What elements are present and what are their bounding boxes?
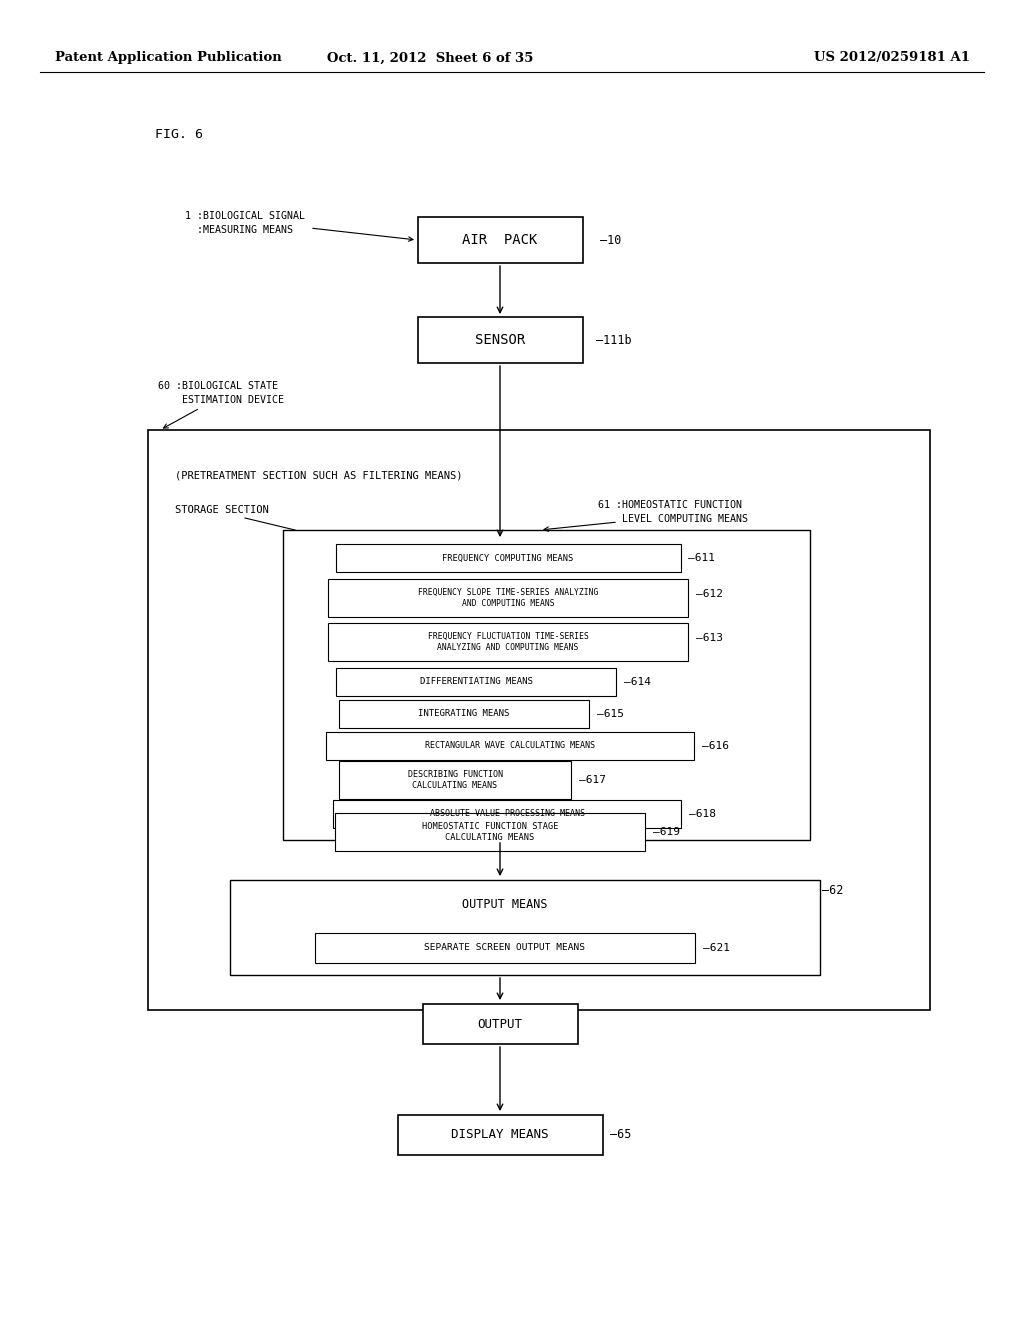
Text: —618: —618 xyxy=(689,809,716,818)
Text: —10: —10 xyxy=(600,234,622,247)
Bar xyxy=(328,623,688,661)
Bar xyxy=(339,700,589,729)
Bar xyxy=(326,733,694,760)
Text: —65: —65 xyxy=(610,1129,632,1142)
Text: 1 :BIOLOGICAL SIGNAL: 1 :BIOLOGICAL SIGNAL xyxy=(185,211,305,220)
Text: 60 :BIOLOGICAL STATE: 60 :BIOLOGICAL STATE xyxy=(158,381,278,391)
Bar xyxy=(418,216,583,263)
Text: DIFFERENTIATING MEANS: DIFFERENTIATING MEANS xyxy=(420,677,532,686)
Text: SEPARATE SCREEN OUTPUT MEANS: SEPARATE SCREEN OUTPUT MEANS xyxy=(425,944,586,953)
Text: FREQUENCY COMPUTING MEANS: FREQUENCY COMPUTING MEANS xyxy=(442,553,573,562)
Text: FREQUENCY SLOPE TIME-SERIES ANALYZING
AND COMPUTING MEANS: FREQUENCY SLOPE TIME-SERIES ANALYZING AN… xyxy=(418,589,598,607)
Bar xyxy=(339,762,571,799)
Bar xyxy=(328,579,688,616)
Text: ABSOLUTE VALUE PROCESSING MEANS: ABSOLUTE VALUE PROCESSING MEANS xyxy=(429,809,585,818)
Bar xyxy=(336,668,616,696)
Text: —62: —62 xyxy=(822,883,844,896)
Bar xyxy=(335,813,645,851)
Bar xyxy=(418,317,583,363)
Text: US 2012/0259181 A1: US 2012/0259181 A1 xyxy=(814,51,970,65)
Bar xyxy=(333,800,681,828)
Bar xyxy=(423,1005,578,1044)
Text: STORAGE SECTION: STORAGE SECTION xyxy=(175,506,268,515)
Text: —111b: —111b xyxy=(596,334,632,346)
Text: ESTIMATION DEVICE: ESTIMATION DEVICE xyxy=(158,395,284,405)
Text: SENSOR: SENSOR xyxy=(475,333,525,347)
Text: —619: —619 xyxy=(653,828,680,837)
Text: (PRETREATMENT SECTION SUCH AS FILTERING MEANS): (PRETREATMENT SECTION SUCH AS FILTERING … xyxy=(175,470,463,480)
Bar xyxy=(397,1115,602,1155)
Text: OUTPUT: OUTPUT xyxy=(477,1018,522,1031)
Text: —613: —613 xyxy=(696,634,723,643)
Text: Patent Application Publication: Patent Application Publication xyxy=(55,51,282,65)
Text: LEVEL COMPUTING MEANS: LEVEL COMPUTING MEANS xyxy=(598,513,748,524)
Bar xyxy=(315,933,695,964)
Text: :MEASURING MEANS: :MEASURING MEANS xyxy=(185,224,293,235)
Text: 61 :HOMEOSTATIC FUNCTION: 61 :HOMEOSTATIC FUNCTION xyxy=(598,500,742,510)
Text: —614: —614 xyxy=(624,677,651,686)
Text: —621: —621 xyxy=(703,942,730,953)
Bar xyxy=(336,544,681,572)
Text: FIG. 6: FIG. 6 xyxy=(155,128,203,141)
Text: —616: —616 xyxy=(702,741,729,751)
Text: INTEGRATING MEANS: INTEGRATING MEANS xyxy=(419,710,510,718)
Text: DESCRIBING FUNCTION
CALCULATING MEANS: DESCRIBING FUNCTION CALCULATING MEANS xyxy=(408,771,503,789)
Text: —612: —612 xyxy=(696,589,723,599)
Text: Oct. 11, 2012  Sheet 6 of 35: Oct. 11, 2012 Sheet 6 of 35 xyxy=(327,51,534,65)
Text: —611: —611 xyxy=(688,553,716,564)
Bar xyxy=(230,880,820,975)
Bar xyxy=(148,430,930,1010)
Text: FREQUENCY FLUCTUATION TIME-SERIES
ANALYZING AND COMPUTING MEANS: FREQUENCY FLUCTUATION TIME-SERIES ANALYZ… xyxy=(428,632,589,652)
Text: OUTPUT MEANS: OUTPUT MEANS xyxy=(462,898,548,911)
Text: RECTANGULAR WAVE CALCULATING MEANS: RECTANGULAR WAVE CALCULATING MEANS xyxy=(425,742,595,751)
Text: —617: —617 xyxy=(579,775,606,785)
Bar xyxy=(283,531,810,840)
Text: HOMEOSTATIC FUNCTION STAGE
CALCULATING MEANS: HOMEOSTATIC FUNCTION STAGE CALCULATING M… xyxy=(422,822,558,842)
Text: AIR  PACK: AIR PACK xyxy=(462,234,538,247)
Text: —615: —615 xyxy=(597,709,624,719)
Text: DISPLAY MEANS: DISPLAY MEANS xyxy=(452,1129,549,1142)
